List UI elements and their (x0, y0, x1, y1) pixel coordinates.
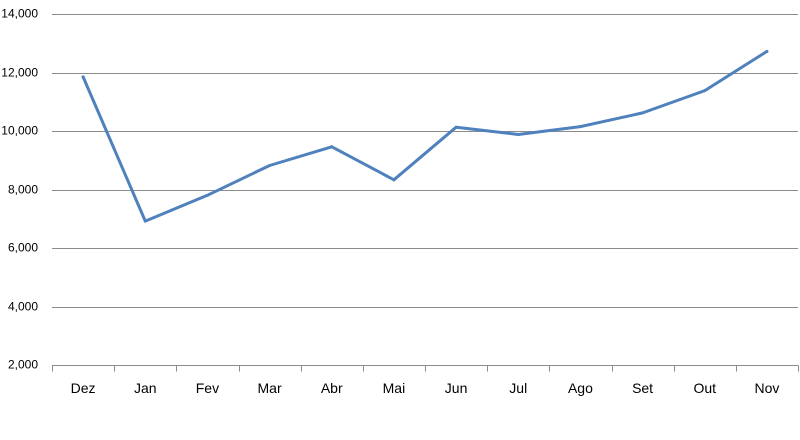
x-tick-label: Mar (258, 380, 282, 396)
data-point (454, 125, 458, 129)
data-point (143, 219, 147, 223)
x-tick-label: Jul (509, 380, 527, 396)
x-tick-label: Mai (383, 380, 406, 396)
x-tick-label: Out (693, 380, 716, 396)
gridlines (52, 14, 798, 308)
data-point (330, 145, 334, 149)
series-layer (81, 49, 769, 223)
y-tick-label: 4,000 (8, 300, 38, 314)
data-point (205, 193, 209, 197)
data-point (516, 133, 520, 137)
data-point (268, 164, 272, 168)
x-axis-tick-labels: Dez Jan Fev Mar Abr Mai Jun Jul Ago Set Out Nov (71, 380, 780, 396)
y-tick-label: 10,000 (1, 124, 38, 138)
data-point (578, 125, 582, 129)
y-tick-label: 12,000 (1, 66, 38, 80)
x-tick-label: Fev (196, 380, 219, 396)
x-axis (52, 365, 799, 372)
data-point (703, 89, 707, 93)
data-point (81, 75, 85, 79)
y-tick-label: 2,000 (8, 358, 38, 372)
y-tick-label: 14,000 (1, 7, 38, 21)
x-tick-label: Nov (754, 380, 779, 396)
y-tick-label: 6,000 (8, 241, 38, 255)
x-tick-label: Set (632, 380, 653, 396)
data-point (641, 111, 645, 115)
data-point (392, 178, 396, 182)
x-tick-label: Jun (445, 380, 468, 396)
x-tick-label: Jan (134, 380, 157, 396)
data-point (765, 49, 769, 53)
series-line (81, 49, 769, 223)
x-tick-label: Abr (321, 380, 343, 396)
y-tick-label: 8,000 (8, 183, 38, 197)
y-axis-tick-labels: 2,000 4,000 6,000 8,000 10,000 12,000 14,000 (1, 7, 38, 372)
x-tick-label: Ago (568, 380, 593, 396)
x-tick-label: Dez (71, 380, 96, 396)
